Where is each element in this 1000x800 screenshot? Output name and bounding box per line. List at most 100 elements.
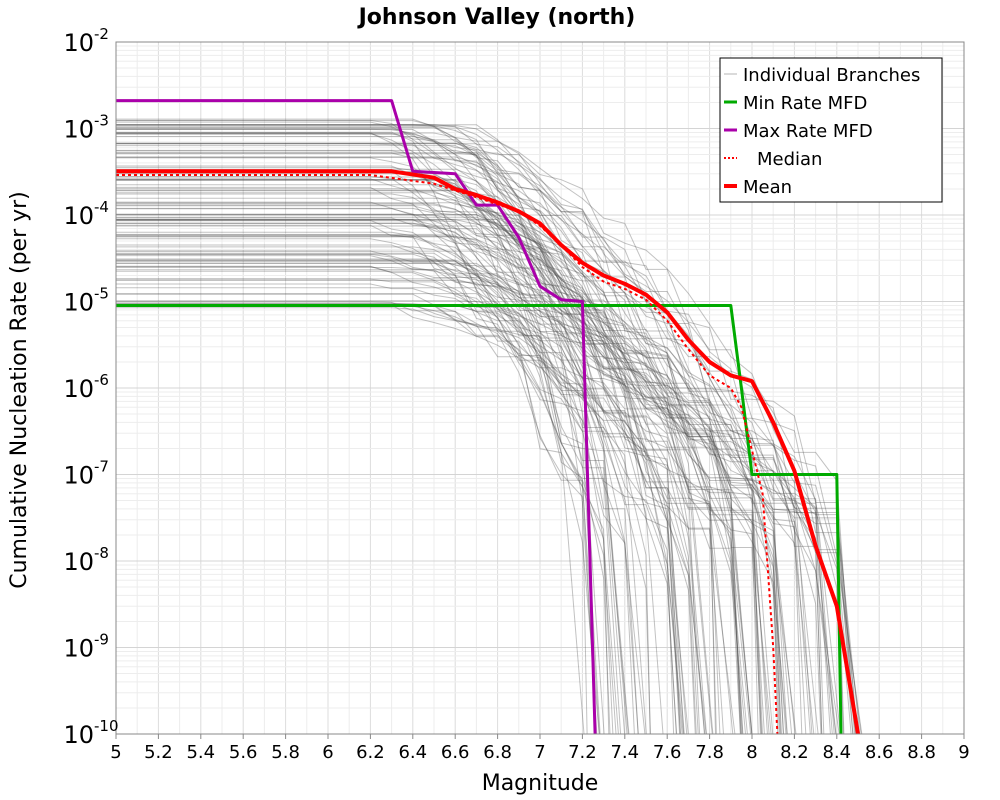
x-tick-label: 5 — [110, 742, 121, 763]
y-tick-exponent: -9 — [94, 631, 109, 649]
y-tick-label: 10 — [63, 721, 94, 749]
branch-line — [116, 176, 626, 735]
branch-line — [116, 180, 601, 735]
branch-line — [116, 127, 678, 735]
branch-line — [116, 208, 646, 735]
branch-line — [116, 219, 677, 735]
x-tick-label: 6.4 — [398, 742, 427, 763]
legend-label: Min Rate MFD — [743, 93, 867, 114]
branch-line — [116, 224, 614, 735]
x-tick-label: 6.2 — [356, 742, 385, 763]
y-tick-exponent: -4 — [94, 198, 109, 216]
legend-label: Median — [757, 149, 822, 170]
y-tick-label: 10 — [63, 289, 94, 317]
branch-line — [116, 131, 617, 735]
branch-line — [116, 260, 701, 735]
branch-line — [116, 234, 635, 735]
branch-line — [116, 283, 770, 735]
branch-line — [116, 120, 714, 735]
legend: Individual Branches Min Rate MFD Max Rate … — [719, 57, 943, 203]
x-tick-label: 7.2 — [568, 742, 597, 763]
y-tick-exponent: -6 — [94, 371, 109, 389]
x-tick-label: 5.6 — [229, 742, 258, 763]
x-tick-label: 5.2 — [144, 742, 173, 763]
legend-box — [719, 57, 943, 203]
grid-lines — [115, 42, 965, 735]
branch-line — [116, 234, 772, 735]
y-tick-label: 10 — [63, 202, 94, 230]
branch-line — [116, 258, 741, 735]
branch-line — [116, 244, 622, 735]
branch-line — [116, 255, 744, 735]
x-axis-label: Magnitude — [482, 771, 599, 796]
branch-line — [116, 278, 837, 735]
branch-line — [116, 280, 831, 735]
series-median — [116, 174, 779, 735]
x-tick-label: 8 — [746, 742, 757, 763]
x-tick-label: 7.6 — [653, 742, 682, 763]
x-tick-label: 5.8 — [271, 742, 300, 763]
branch-line — [116, 246, 706, 735]
branch-line — [116, 231, 784, 735]
branch-line — [116, 266, 707, 735]
branch-line — [116, 133, 779, 735]
legend-label: Max Rate MFD — [743, 121, 873, 142]
branch-line — [116, 203, 717, 735]
branch-line — [116, 278, 840, 735]
branch-line — [116, 156, 858, 735]
branch-line — [116, 222, 744, 735]
branch-line — [116, 197, 835, 735]
branch-line — [116, 129, 855, 735]
branch-line — [116, 179, 713, 735]
branch-line — [116, 213, 861, 735]
y-tick-exponent: -2 — [94, 25, 109, 43]
branch-line — [116, 301, 765, 735]
y-tick-exponent: -8 — [94, 544, 109, 562]
branch-line — [116, 119, 696, 735]
x-tick-label: 7 — [534, 742, 545, 763]
x-tick-label: 6.8 — [483, 742, 512, 763]
branch-line — [116, 124, 752, 735]
branch-line — [116, 302, 736, 735]
branch-line — [116, 270, 862, 735]
y-tick-exponent: -3 — [94, 112, 109, 130]
branch-line — [116, 136, 841, 735]
series-mean — [116, 169, 860, 735]
branch-line — [116, 253, 788, 735]
branch-line — [116, 189, 762, 735]
branch-line — [116, 150, 639, 735]
branch-line — [116, 250, 787, 735]
y-tick-label: 10 — [63, 375, 94, 403]
branch-line — [116, 250, 843, 735]
y-tick-label: 10 — [63, 116, 94, 144]
branch-line — [116, 190, 683, 735]
branch-line — [116, 178, 774, 735]
branch-line — [116, 125, 605, 735]
branch-line — [116, 235, 600, 735]
branch-line — [116, 149, 598, 735]
y-tick-exponent: -7 — [94, 458, 109, 476]
branch-line — [116, 157, 664, 735]
branch-line — [116, 265, 721, 735]
branch-line — [116, 216, 785, 735]
branch-line — [116, 127, 724, 735]
y-tick-exponent: -5 — [94, 285, 109, 303]
branch-line — [116, 225, 600, 735]
branch-line — [116, 192, 759, 735]
branch-line — [116, 293, 630, 735]
branch-line — [116, 260, 611, 735]
x-tick-label: 6.6 — [441, 742, 470, 763]
branch-line — [116, 132, 863, 735]
branch-line — [116, 145, 628, 735]
branch-line — [116, 217, 803, 735]
branch-line — [116, 269, 707, 735]
y-tick-label: 10 — [63, 635, 94, 663]
branch-line — [116, 267, 854, 735]
branch-line — [116, 205, 815, 735]
x-tick-label: 7.4 — [610, 742, 639, 763]
branch-line — [116, 142, 639, 735]
y-axis-label: Cumulative Nucleation Rate (per yr) — [7, 191, 32, 589]
x-tick-label: 9 — [958, 742, 969, 763]
branch-line — [116, 219, 833, 735]
